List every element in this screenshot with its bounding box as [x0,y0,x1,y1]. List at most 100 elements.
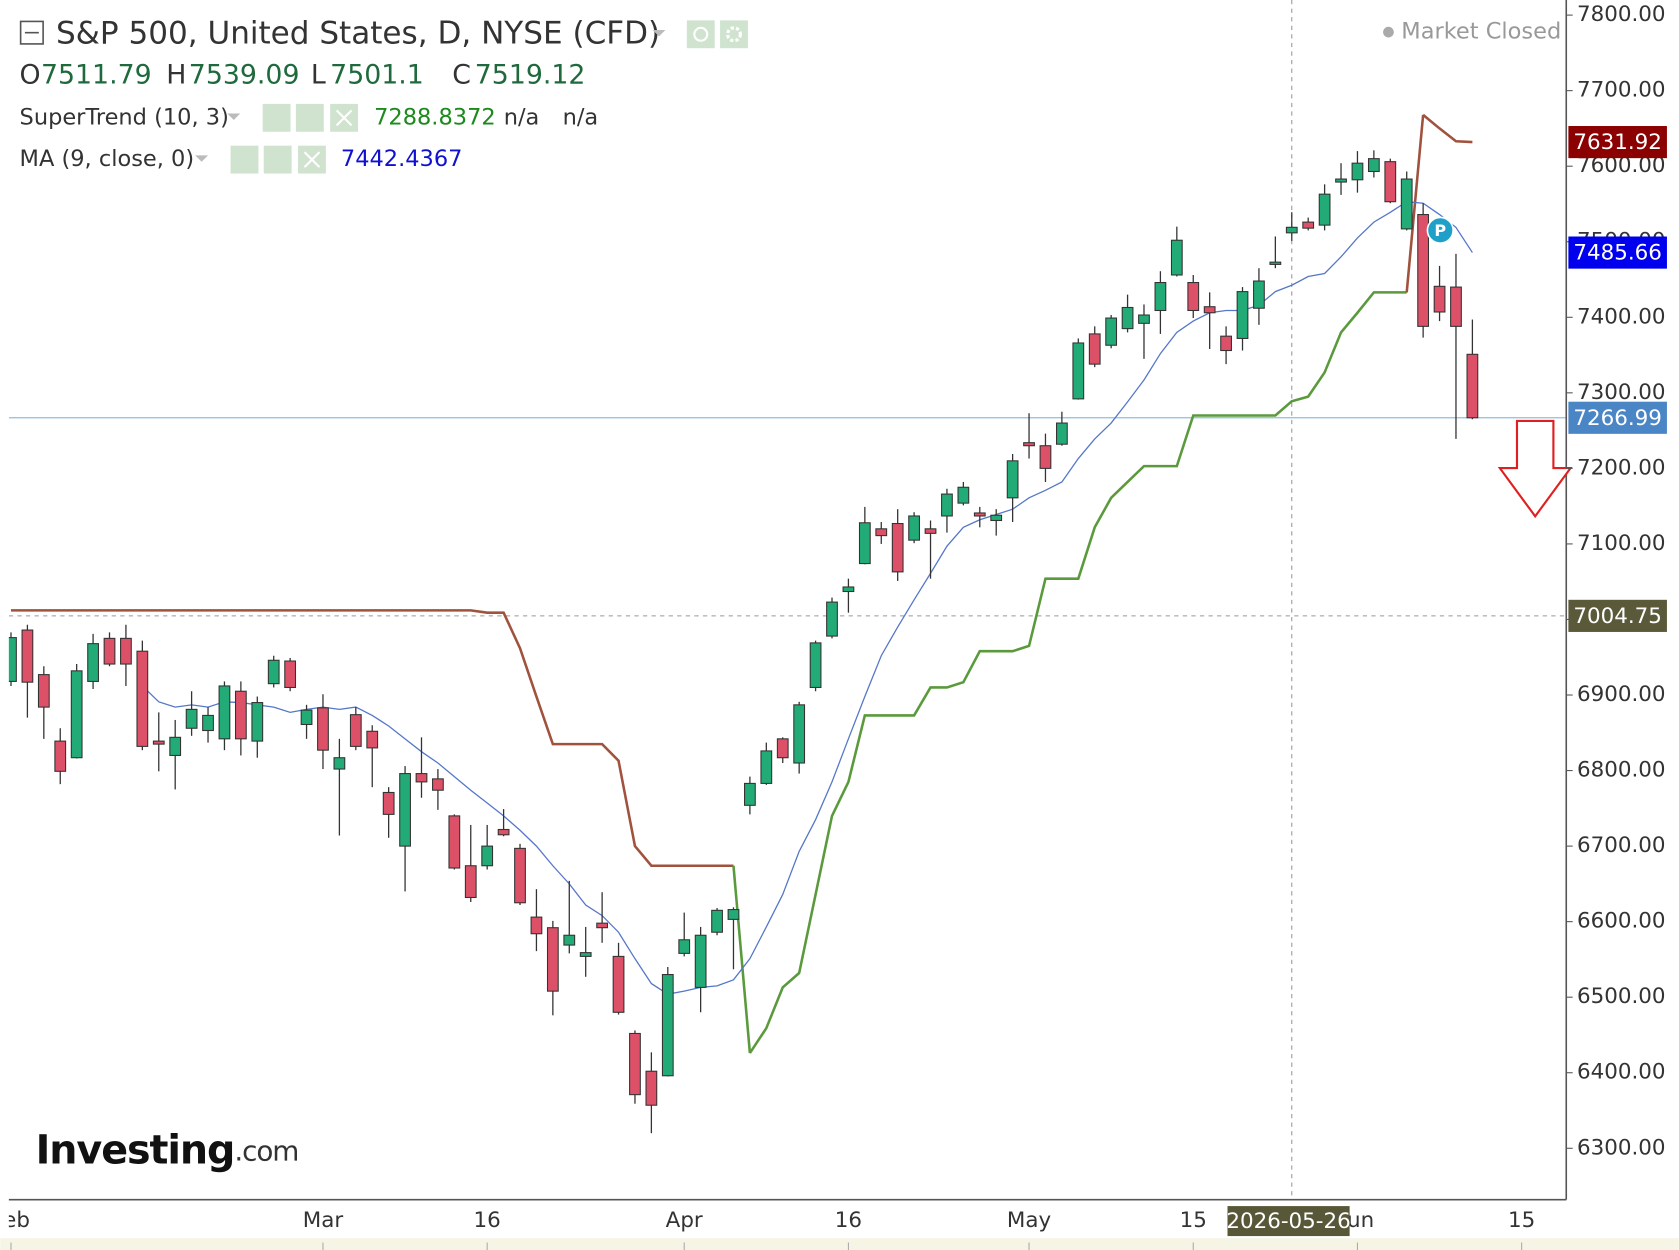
candle-body [1253,280,1265,309]
price-label: 7004.75 [1573,604,1662,629]
candle-body [1072,342,1085,400]
y-tick-label: 7400.00 [1577,304,1666,329]
candle-body [1121,306,1134,330]
marker-circle [1426,216,1454,244]
supertrend-line [748,291,1407,1054]
candle-body [202,714,214,732]
candle-body [1351,162,1364,181]
ohlc-letter: O [20,60,41,91]
crosshair-date: 2026-05-26 [1226,1209,1350,1234]
candle-body [1039,445,1052,469]
candle-body [744,782,756,806]
candle-body [1055,422,1068,445]
candle-body [481,845,494,867]
candle-body [563,934,576,946]
price-label-box [1568,126,1667,159]
candle-body [1318,193,1331,226]
ma-line [141,201,1473,995]
candle-body [366,730,379,749]
y-tick-label: 7100.00 [1577,531,1666,556]
candle-body [842,586,855,593]
candle-body [579,952,592,957]
candle-body [858,522,871,565]
close-glyph [303,151,321,168]
candle-body [234,690,247,740]
ohlc-value: 7519.12 [475,60,586,91]
candle-body [1285,226,1298,234]
collapse-icon[interactable] [19,20,44,45]
supertrend-line [10,113,1473,868]
eye-icon[interactable] [230,145,259,174]
candle-body [908,515,920,541]
y-tick-label: 6700.00 [1577,833,1666,858]
candle-body [711,909,723,933]
y-tick-label: 7800.00 [1577,2,1666,27]
y-tick-label: 7700.00 [1577,78,1666,103]
candle-body [1023,442,1035,447]
candle-body [300,709,313,726]
y-tick-label: 6300.00 [1577,1135,1666,1160]
candle-body [727,909,740,920]
y-tick-label: 6900.00 [1577,682,1666,707]
x-tick-label: Apr [666,1208,703,1233]
candle-body [1220,335,1232,352]
dropdown-arrow[interactable] [652,29,666,37]
candle-body [21,629,34,683]
candle-body [645,1070,658,1106]
candle-body [284,660,297,688]
dropdown-arrow[interactable] [227,113,241,120]
x-tick-label: 16 [474,1208,501,1233]
candle-body [1384,161,1397,203]
gear-icon[interactable] [295,103,324,132]
indicator-value: 7288.8372 [374,104,496,130]
indicator-value: n/a [504,104,540,130]
candle-body [661,973,674,1077]
supertrend-flip [732,865,752,1054]
candle-body [514,847,526,904]
candle-body [1006,460,1019,499]
gear-icon[interactable] [720,20,748,49]
price-label: 7485.66 [1573,241,1662,266]
candle-body [136,650,149,747]
candle-body [1400,178,1413,230]
y-tick-label: 7200.00 [1577,455,1666,480]
x-tick-label: Feb [0,1208,30,1233]
y-tick-label: 6400.00 [1577,1060,1666,1085]
candle-body [875,528,888,537]
candle-body [152,740,165,745]
gear-glyph [725,26,743,43]
candle-body [973,512,986,517]
gear-icon[interactable] [263,145,292,174]
ohlc-letter: L [311,60,326,91]
candle-body [103,637,116,665]
down-arrow-annotation [1497,419,1573,519]
candle-body [1236,291,1249,339]
dropdown-arrow[interactable] [195,155,209,162]
candle-body [1302,221,1315,229]
candle-body [793,704,806,764]
candle-body [1417,214,1430,327]
candle-body [8,637,17,682]
y-tick-label: 7300.00 [1577,380,1666,405]
candle-body [317,707,329,751]
eye-icon[interactable] [686,20,715,49]
x-tick-label: Mar [303,1208,344,1233]
logo-suffix: .com [234,1135,298,1168]
candle-body [399,773,411,847]
x-tick-label: 16 [835,1208,862,1233]
x-tick-label: 15 [1180,1208,1207,1233]
candle-body [1187,282,1200,312]
y-tick-label: 6500.00 [1577,984,1666,1009]
candle-body [990,514,1003,522]
ohlc-value: 7501.1 [330,60,424,91]
candle-body [1367,158,1380,173]
eye-icon[interactable] [262,103,291,132]
logo: Investing.com [36,1127,299,1173]
market-status: Market Closed [1401,19,1561,45]
status-dot [1383,26,1394,38]
candle-body [629,1032,641,1096]
candle-body [596,922,609,929]
indicator-name: SuperTrend (10, 3) [20,104,229,130]
candle-body [957,486,970,504]
